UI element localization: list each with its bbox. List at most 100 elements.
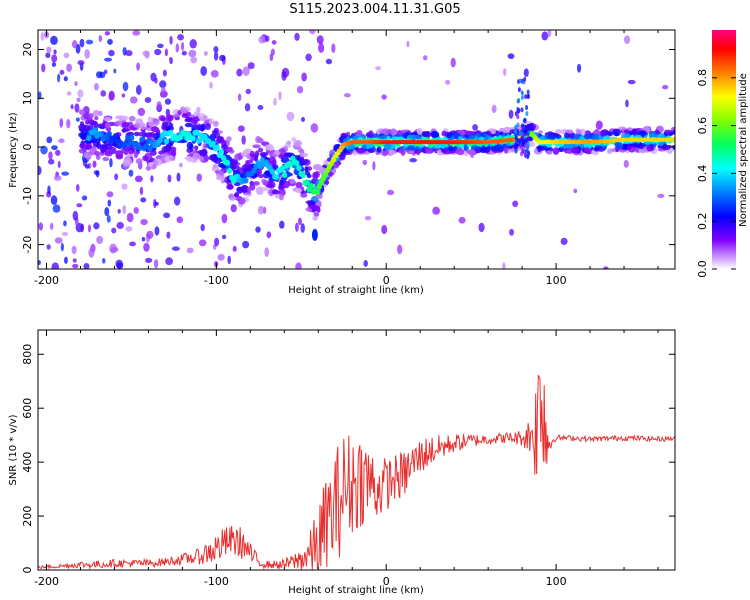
spectrogram-cell [88,247,95,258]
spectrogram-cell [258,173,264,179]
spectrogram-cell [194,129,200,136]
colorbar-tick-label: 0.2 [696,212,709,230]
spectrogram-cell [257,105,264,110]
spectrogram-cell [399,146,406,151]
spectrogram-cell [503,126,512,134]
spectrogram-cell [625,99,629,108]
spectrogram-cell [214,144,220,151]
spectrogram-cell [525,111,529,117]
spectrogram-cell [614,132,619,137]
spectrogram-cell [299,149,305,154]
spectrogram-cell [382,150,390,155]
spectrogram-cell [356,147,366,154]
spectrogram-cell [137,144,143,151]
spectrogram-cell [78,123,87,131]
spectrogram-cell [193,110,201,116]
spectrogram-cell [389,128,397,136]
snr-x-tick-label: -200 [34,575,59,588]
spectrogram-cell [526,89,530,95]
spectrogram-cell [257,205,264,215]
spectrogram-cell [517,87,521,93]
spectrogram-cell [71,40,78,49]
spectrogram-cell [146,133,152,139]
spectrogram-cell [296,85,304,94]
spectrogram-cell [351,135,359,140]
spectrogram-cell [503,146,509,154]
spectrogram-cell [266,231,272,239]
spectrogram-cell [41,63,46,73]
spectrogram-cell [139,122,146,130]
spectrogram-cell [352,149,357,156]
spectrogram-cell [555,129,562,134]
spectrogram-cell [104,206,110,217]
spectrogram-cell [102,257,106,264]
spectrogram-cell [204,123,211,130]
spectrogram-cell [181,113,188,119]
spectrogram-cell [214,237,220,247]
spectrogram-cell [526,141,530,147]
spectrogram-cell [278,91,282,101]
spectrogram-cell [306,173,312,179]
snr-y-tick-label: 200 [21,506,34,527]
spectrogram-cell [213,120,219,127]
spectrogram-cell [156,101,162,110]
spectrogram-cell [564,132,570,139]
spectrogram-cell [104,121,111,129]
spectrogram-cell [508,109,514,119]
spectrogram-cell [301,72,307,82]
spectrogram-cell [236,68,243,77]
spectrogram-cell [221,234,227,240]
spectrogram-cell [458,216,466,224]
spectrogram-cell [123,149,129,156]
spectrogram-cell [216,175,225,181]
spectrogram-cell [164,48,168,57]
spectrogram-cell [423,55,428,61]
spectrogram-cell [224,159,231,166]
spectrogram-cell [52,204,61,213]
colorbar-gradient [712,30,736,269]
spectrogram-cell [213,157,222,164]
spectrogram-cell [662,84,669,90]
spectrogram-cell [140,218,148,226]
spectrogram-cell [167,129,174,136]
spectrogram-cell [188,49,197,58]
spectrogram-cell [289,178,295,185]
spectrogram-cell [154,201,159,206]
spectrogram-cell [204,154,209,162]
spectrogram-cell [448,146,455,152]
spectrogram-cell [300,193,308,198]
spectrogram-cell [154,48,162,56]
spectrogram-cell [234,153,243,161]
spectrogram-cell [252,144,261,149]
spectrogram-cell [526,151,530,157]
spectrogram-cell [40,31,45,42]
spectrogram-cell [162,69,167,77]
spectrogram-cell [510,148,515,153]
spectrogram-cell [593,147,600,152]
spectrogram-cell [47,185,51,195]
spectrogram-cell [109,158,113,168]
spectrogram-cell [565,129,574,134]
spectrogram-cell [310,123,319,133]
spectrogram-x-label: Height of straight line (km) [288,285,424,296]
spectrogram-cell [570,147,580,154]
spectrogram-cell [273,97,277,106]
spectrogram-cell [491,104,497,114]
spectrogram-cell [147,116,153,123]
spectrogram-cell [116,262,124,269]
spectrogram-y-tick-label: 20 [21,43,34,57]
spectrogram-cell [331,43,336,54]
spectrogram-cell [408,149,415,155]
spectrogram-cell [313,164,322,171]
spectrogram-cell [108,49,115,57]
spectrogram-cell [104,143,112,150]
spectrogram-cell [313,212,320,217]
spectrogram-cell [221,213,228,224]
spectrogram-cell [432,206,441,215]
snr-y-tick-label: 600 [21,398,34,419]
spectrogram-cell [520,135,524,141]
spectrogram-cell [573,188,578,194]
spectrogram-cell [175,43,180,53]
snr-y-label: SNR (10 * v/v) [8,414,19,485]
spectrogram-cell [288,161,294,168]
